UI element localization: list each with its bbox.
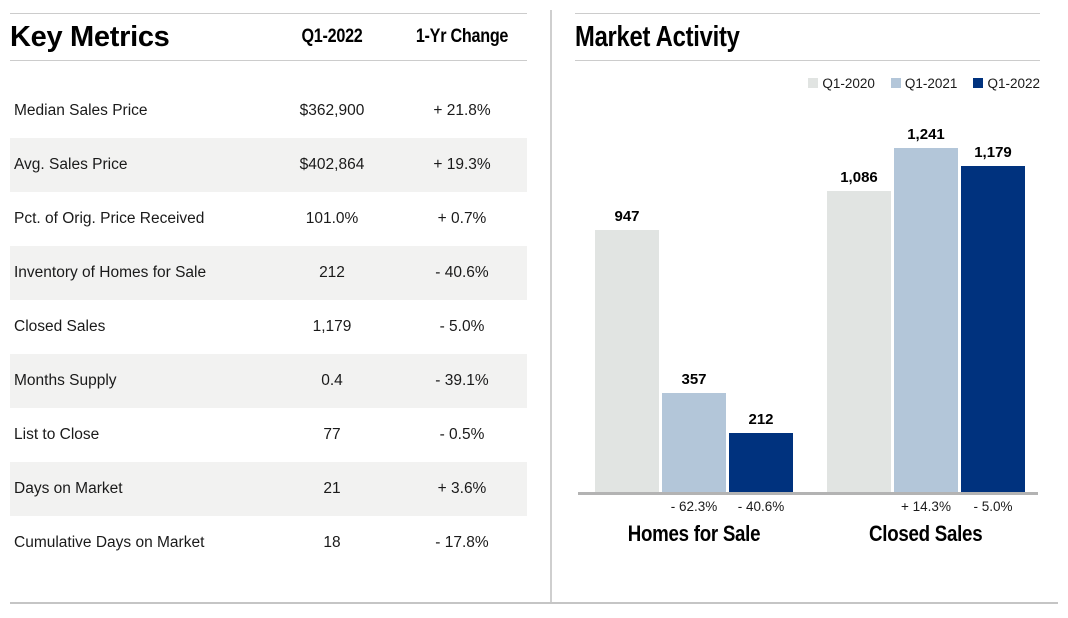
metric-label: Days on Market (14, 480, 123, 497)
legend-swatch-q1-2022 (973, 78, 984, 88)
bar-closed-q1-2020 (827, 191, 891, 492)
metric-label: Closed Sales (14, 318, 106, 335)
metric-label: List to Close (14, 426, 100, 443)
change-label (595, 499, 659, 514)
table-row: Days on Market 21 + 3.6% (10, 462, 527, 516)
metric-change: - 40.6% (435, 264, 489, 281)
metric-value: $402,864 (299, 156, 365, 173)
metric-value: $362,900 (299, 102, 365, 119)
table-row: Avg. Sales Price $402,864 + 19.3% (10, 138, 527, 192)
metric-label: Months Supply (14, 372, 117, 389)
bar-value-label: 947 (614, 208, 640, 225)
table-row: Inventory of Homes for Sale 212 - 40.6% (10, 246, 527, 300)
bar-closed-q1-2022 (961, 166, 1025, 492)
metric-value: 101.0% (305, 210, 359, 227)
category-title-closed-sales: Closed Sales (869, 521, 983, 546)
metric-label: Inventory of Homes for Sale (14, 264, 207, 281)
legend-label: Q1-2020 (822, 75, 875, 91)
top-rule-left (10, 13, 527, 14)
column-header-q1-2022: Q1-2022 (301, 26, 363, 47)
legend-item-q1-2022: Q1-2022 (973, 76, 1040, 91)
market-activity-panel: Market Activity Q1-2020 Q1-2021 Q1-2022 … (575, 13, 1040, 546)
metric-change: - 17.8% (435, 534, 489, 551)
change-label: - 40.6% (737, 499, 785, 514)
top-rule-right (575, 13, 1040, 14)
metric-label: Avg. Sales Price (14, 156, 128, 173)
metric-value: 18 (323, 534, 341, 551)
bar-homes-q1-2020 (595, 230, 659, 492)
metric-value: 21 (323, 480, 341, 497)
vertical-divider (550, 10, 552, 602)
bar-value-label: 1,086 (840, 169, 878, 186)
change-label: - 5.0% (973, 499, 1013, 514)
market-activity-title: Market Activity (575, 20, 740, 53)
metric-label: Median Sales Price (14, 102, 148, 119)
bar-homes-q1-2021 (662, 393, 726, 492)
table-row: Months Supply 0.4 - 39.1% (10, 354, 527, 408)
metric-change: - 39.1% (435, 372, 489, 389)
metric-change: + 21.8% (433, 102, 491, 119)
metric-change: + 0.7% (437, 210, 487, 227)
legend-swatch-q1-2021 (890, 78, 901, 88)
metric-value: 0.4 (321, 372, 343, 389)
bar-closed-q1-2021 (894, 148, 958, 492)
title-underline-right (575, 60, 1040, 61)
legend-item-q1-2020: Q1-2020 (808, 76, 875, 91)
bar-value-label: 1,179 (974, 144, 1012, 161)
bar-group-closed-sales: 1,086 1,241 1,179 (827, 126, 1025, 492)
legend-label: Q1-2022 (987, 75, 1040, 91)
bottom-rule (10, 602, 1058, 604)
category-title-homes-for-sale: Homes for Sale (627, 521, 761, 546)
metric-value: 212 (319, 264, 345, 281)
metric-change: - 5.0% (439, 318, 485, 335)
plot-area: 947 357 212 1,086 (595, 126, 1025, 492)
metric-value: 1,179 (312, 318, 352, 335)
metric-change: + 3.6% (437, 480, 487, 497)
bar-value-label: 212 (748, 411, 774, 428)
metric-label: Pct. of Orig. Price Received (14, 210, 205, 227)
key-metrics-header: Key Metrics Q1-2022 1-Yr Change (10, 14, 527, 60)
key-metrics-rows: Median Sales Price $362,900 + 21.8% Avg.… (10, 84, 527, 570)
legend-label: Q1-2021 (904, 75, 958, 91)
table-row: Pct. of Orig. Price Received 101.0% + 0.… (10, 192, 527, 246)
column-header-1yr-change: 1-Yr Change (415, 26, 509, 47)
table-row: Cumulative Days on Market 18 - 17.8% (10, 516, 527, 570)
legend-swatch-q1-2020 (808, 78, 819, 88)
table-row: Median Sales Price $362,900 + 21.8% (10, 84, 527, 138)
change-label (827, 499, 891, 514)
key-metrics-title: Key Metrics (10, 20, 170, 53)
metric-change: - 0.5% (439, 426, 485, 443)
x-axis-line (578, 492, 1038, 495)
bar-value-label: 1,241 (907, 126, 945, 143)
bar-group-homes-for-sale: 947 357 212 (595, 208, 793, 492)
legend-item-q1-2021: Q1-2021 (890, 75, 958, 91)
change-label: - 62.3% (670, 499, 718, 514)
key-metrics-panel: Key Metrics Q1-2022 1-Yr Change Median S… (10, 13, 527, 570)
metric-change: + 19.3% (433, 156, 491, 173)
chart-legend: Q1-2020 Q1-2021 Q1-2022 (575, 75, 1040, 91)
metric-value: 77 (323, 426, 341, 443)
metric-label: Cumulative Days on Market (14, 534, 205, 551)
bar-homes-q1-2022 (729, 433, 793, 492)
category-titles-row: Homes for Sale Closed Sales (595, 521, 1025, 547)
table-row: List to Close 77 - 0.5% (10, 408, 527, 462)
change-labels-row: - 62.3% - 40.6% + 14.3% - 5.0% (595, 499, 1025, 514)
table-row: Closed Sales 1,179 - 5.0% (10, 300, 527, 354)
bar-value-label: 357 (681, 371, 707, 388)
change-label: + 14.3% (901, 499, 951, 514)
header-underline-left (10, 60, 527, 61)
